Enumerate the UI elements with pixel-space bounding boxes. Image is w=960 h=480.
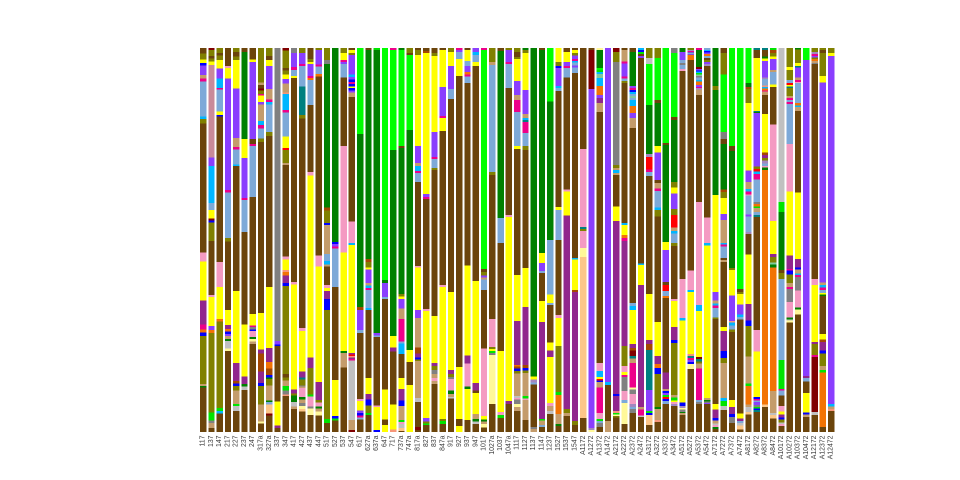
svg-text:947: 947 (472, 435, 479, 447)
svg-text:237: 237 (241, 435, 248, 447)
svg-text:917: 917 (448, 435, 455, 447)
svg-text:A5472: A5472 (704, 435, 711, 455)
svg-text:1527: 1527 (555, 435, 562, 450)
svg-text:427: 427 (299, 435, 306, 447)
svg-text:A10272: A10272 (786, 435, 793, 459)
svg-text:827: 827 (423, 435, 430, 447)
svg-text:327a: 327a (266, 435, 273, 450)
svg-text:A7272: A7272 (720, 435, 727, 455)
svg-text:247: 247 (249, 435, 256, 447)
svg-text:817a: 817a (414, 435, 421, 450)
svg-text:A3472: A3472 (671, 435, 678, 455)
svg-text:217: 217 (224, 435, 231, 447)
svg-text:117: 117 (200, 435, 207, 446)
svg-text:A1272: A1272 (588, 435, 595, 455)
svg-text:627a: 627a (365, 435, 372, 450)
svg-text:527: 527 (332, 435, 339, 447)
svg-text:1537: 1537 (563, 435, 570, 450)
svg-text:1017: 1017 (481, 435, 488, 450)
svg-text:147: 147 (216, 435, 223, 447)
svg-text:A8472: A8472 (770, 435, 777, 455)
svg-text:A5372: A5372 (695, 435, 702, 455)
svg-text:537: 537 (340, 435, 347, 447)
svg-text:1127: 1127 (522, 435, 529, 450)
svg-text:A2272: A2272 (621, 435, 628, 455)
svg-text:747a: 747a (406, 435, 413, 450)
svg-text:A12172: A12172 (811, 435, 818, 459)
svg-text:617: 617 (357, 435, 364, 447)
svg-text:317a: 317a (257, 435, 264, 450)
svg-text:A2472: A2472 (638, 435, 645, 455)
svg-text:717: 717 (390, 435, 397, 447)
svg-text:1137: 1137 (530, 435, 537, 450)
svg-text:A1172: A1172 (580, 435, 587, 455)
svg-text:A8272: A8272 (753, 435, 760, 455)
svg-text:437: 437 (307, 435, 314, 447)
svg-text:517: 517 (324, 435, 331, 447)
svg-text:A12372: A12372 (819, 435, 826, 459)
svg-text:A10472: A10472 (803, 435, 810, 459)
svg-text:A3272: A3272 (654, 435, 661, 455)
svg-text:1547: 1547 (571, 435, 578, 450)
svg-text:417: 417 (291, 435, 298, 447)
svg-text:1237: 1237 (547, 435, 554, 450)
svg-text:227: 227 (233, 435, 240, 447)
svg-text:A8372: A8372 (762, 435, 769, 455)
svg-text:A3172: A3172 (646, 435, 653, 455)
svg-text:847a: 847a (439, 435, 446, 450)
svg-text:A5172: A5172 (679, 435, 686, 455)
svg-text:A8172: A8172 (745, 435, 752, 455)
svg-text:A2372: A2372 (629, 435, 636, 455)
svg-text:A5272: A5272 (687, 435, 694, 455)
svg-text:547: 547 (348, 435, 355, 447)
svg-text:A3372: A3372 (662, 435, 669, 455)
svg-text:1037: 1037 (497, 435, 504, 450)
svg-text:A12472: A12472 (828, 435, 835, 459)
svg-text:A10172: A10172 (778, 435, 785, 459)
svg-text:347: 347 (282, 435, 289, 447)
svg-text:1027a: 1027a (489, 435, 496, 454)
svg-text:737a: 737a (398, 435, 405, 450)
svg-text:927: 927 (456, 435, 463, 447)
svg-text:A10372: A10372 (795, 435, 802, 459)
svg-text:A1372: A1372 (596, 435, 603, 455)
svg-text:637a: 637a (373, 435, 380, 450)
svg-text:A1472: A1472 (605, 435, 612, 455)
svg-text:A7172: A7172 (712, 435, 719, 455)
svg-text:447: 447 (315, 435, 322, 447)
svg-text:1147: 1147 (538, 435, 545, 450)
svg-text:837: 837 (431, 435, 438, 447)
svg-text:A7472: A7472 (737, 435, 744, 455)
svg-text:937: 937 (464, 435, 471, 447)
svg-text:137: 137 (208, 435, 215, 447)
svg-text:647: 647 (381, 435, 388, 447)
svg-text:1117: 1117 (514, 435, 521, 449)
svg-text:A2172: A2172 (613, 435, 620, 455)
svg-text:A7372: A7372 (728, 435, 735, 455)
svg-text:1047a: 1047a (505, 435, 512, 454)
svg-text:337: 337 (274, 435, 281, 447)
